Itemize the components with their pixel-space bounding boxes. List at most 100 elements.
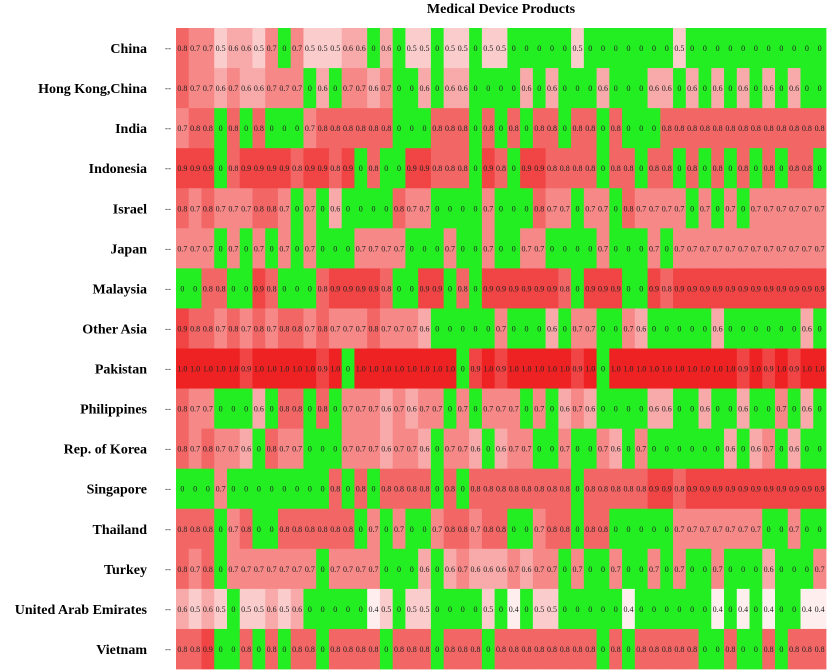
cell-value-label: 0.8 bbox=[483, 485, 493, 494]
heatmap-cell bbox=[481, 28, 496, 69]
heatmap-cell bbox=[532, 308, 547, 349]
heatmap-cell bbox=[545, 228, 559, 269]
cell-value-label: 0 bbox=[435, 565, 439, 574]
heatmap-cell bbox=[328, 68, 343, 109]
cell-value-label: 0 bbox=[474, 605, 478, 614]
heatmap-cell bbox=[532, 148, 547, 189]
cell-value-label: 0.7 bbox=[292, 44, 302, 53]
cell-value-label: 0 bbox=[499, 204, 503, 213]
cell-value-label: 0 bbox=[410, 124, 414, 133]
cell-value-label: 0.8 bbox=[547, 485, 557, 494]
heatmap-cell bbox=[392, 268, 406, 309]
heatmap-cell bbox=[265, 428, 279, 470]
heatmap-cell bbox=[392, 28, 406, 69]
cell-value-label: 0 bbox=[626, 244, 630, 253]
row-tick: -- bbox=[165, 524, 171, 534]
cell-value-label: 0 bbox=[524, 405, 528, 414]
heatmap-cell bbox=[443, 108, 457, 149]
cell-value-label: 1.0 bbox=[636, 365, 646, 374]
heatmap-cell bbox=[430, 388, 445, 430]
cell-value-label: 0 bbox=[690, 565, 694, 574]
heatmap-cell bbox=[685, 508, 699, 550]
heatmap-cell bbox=[226, 388, 241, 430]
heatmap-cell bbox=[316, 308, 330, 349]
cell-value-label: 1.0 bbox=[623, 365, 633, 374]
heatmap-cell bbox=[265, 308, 279, 349]
heatmap-cell bbox=[226, 588, 241, 630]
cell-value-label: 0.7 bbox=[381, 244, 391, 253]
heatmap-cell bbox=[277, 108, 292, 149]
cell-value-label: 0.6 bbox=[751, 445, 761, 454]
heatmap-cell bbox=[290, 348, 304, 389]
cell-value-label: 0.7 bbox=[241, 565, 251, 574]
cell-value-label: 0 bbox=[575, 244, 579, 253]
cell-value-label: 1.0 bbox=[394, 365, 404, 374]
cell-value-label: 0 bbox=[677, 445, 681, 454]
heatmap-cell bbox=[188, 148, 202, 189]
cell-value-label: 0.8 bbox=[330, 645, 340, 654]
heatmap-cell bbox=[367, 348, 381, 389]
cell-value-label: 0.7 bbox=[764, 244, 774, 253]
cell-value-label: 0.8 bbox=[496, 645, 506, 654]
row-tick: -- bbox=[165, 364, 171, 374]
heatmap-cell bbox=[316, 588, 330, 630]
cell-value-label: 0 bbox=[321, 445, 325, 454]
heatmap-cell bbox=[290, 508, 304, 550]
cell-value-label: 0.6 bbox=[203, 605, 213, 614]
heatmap-cell bbox=[494, 228, 508, 269]
heatmap-cell bbox=[188, 268, 202, 309]
heatmap-cell bbox=[405, 628, 419, 670]
heatmap-cell bbox=[456, 188, 470, 229]
heatmap-cell bbox=[265, 508, 279, 550]
cell-value-label: 0 bbox=[435, 645, 439, 654]
cell-value-label: 0.9 bbox=[471, 365, 481, 374]
heatmap-cell bbox=[609, 548, 623, 590]
heatmap-cell bbox=[711, 308, 725, 349]
cell-value-label: 0 bbox=[792, 565, 796, 574]
cell-value-label: 0.7 bbox=[496, 405, 506, 414]
heatmap-cell bbox=[367, 428, 381, 470]
heatmap-cell bbox=[634, 548, 648, 590]
heatmap-cell bbox=[749, 268, 763, 309]
heatmap-cell bbox=[188, 548, 202, 590]
heatmap-cell bbox=[354, 28, 368, 69]
heatmap-cell bbox=[481, 468, 496, 510]
cell-value-label: 0 bbox=[563, 244, 567, 253]
cell-value-label: 0 bbox=[372, 485, 376, 494]
row-tick: -- bbox=[165, 43, 171, 53]
heatmap-cell bbox=[188, 188, 202, 229]
row-label: Hong Kong,China bbox=[38, 82, 147, 97]
cell-value-label: 0.8 bbox=[662, 164, 672, 173]
heatmap-cell bbox=[647, 468, 661, 510]
heatmap-cell bbox=[762, 348, 776, 389]
cell-value-label: 0 bbox=[703, 84, 707, 93]
cell-value-label: 0.7 bbox=[483, 405, 493, 414]
cell-value-label: 0.7 bbox=[560, 445, 570, 454]
cell-value-label: 0.8 bbox=[674, 485, 684, 494]
cell-value-label: 0.8 bbox=[509, 645, 519, 654]
heatmap-cell bbox=[456, 68, 470, 109]
cell-value-label: 0 bbox=[295, 485, 299, 494]
cell-value-label: 0 bbox=[716, 405, 720, 414]
cell-value-label: 0.7 bbox=[356, 445, 366, 454]
heatmap-cell bbox=[673, 348, 687, 389]
cell-value-label: 0.8 bbox=[330, 124, 340, 133]
heatmap-cell bbox=[545, 508, 559, 550]
cell-value-label: 0.8 bbox=[572, 164, 582, 173]
cell-value-label: 0 bbox=[486, 324, 490, 333]
cell-value-label: 0.5 bbox=[381, 605, 391, 614]
heatmap-cell bbox=[787, 548, 801, 590]
cell-value-label: 0.8 bbox=[802, 645, 812, 654]
cell-value-label: 0 bbox=[626, 84, 630, 93]
cell-value-label: 0.8 bbox=[662, 124, 672, 133]
heatmap-cell bbox=[379, 428, 394, 470]
cell-value-label: 0.6 bbox=[802, 405, 812, 414]
heatmap-cell bbox=[328, 108, 343, 149]
cell-value-label: 0.6 bbox=[445, 565, 455, 574]
heatmap-cell bbox=[711, 268, 725, 309]
cell-value-label: 0 bbox=[652, 124, 656, 133]
cell-value-label: 0 bbox=[614, 405, 618, 414]
cell-value-label: 0.8 bbox=[190, 324, 200, 333]
heatmap-cell bbox=[736, 228, 750, 269]
heatmap-cell bbox=[188, 508, 202, 550]
